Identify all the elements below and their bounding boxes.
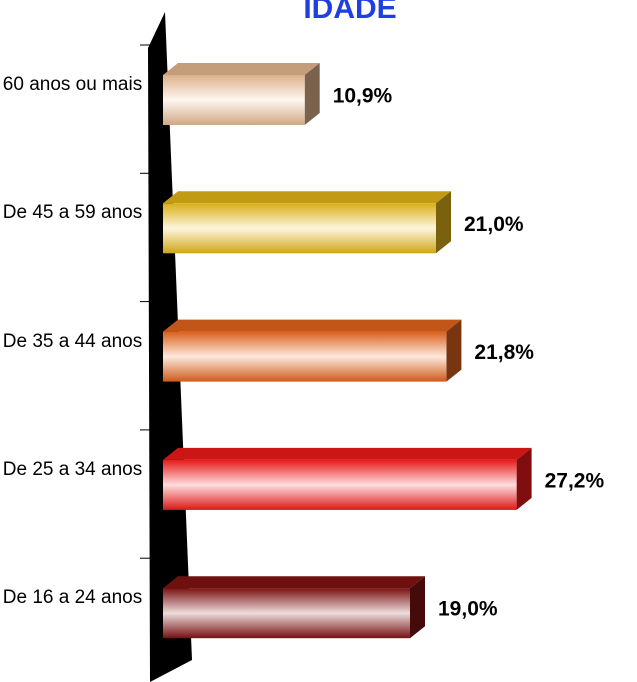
bar xyxy=(163,331,447,382)
bar-side xyxy=(410,576,425,639)
bar xyxy=(163,203,436,254)
value-label: 21,0% xyxy=(464,213,524,236)
bar-top xyxy=(163,191,451,204)
bar xyxy=(163,588,410,639)
bar-side xyxy=(304,63,320,125)
value-label: 10,9% xyxy=(333,85,393,108)
chart-title: IDADE xyxy=(303,0,396,25)
category-label: De 35 a 44 anos xyxy=(2,330,143,352)
bar-top xyxy=(163,576,425,589)
bar xyxy=(163,75,305,125)
bar-top xyxy=(163,319,462,332)
bar-side xyxy=(446,319,462,382)
bar xyxy=(163,459,517,510)
bar-top xyxy=(163,63,320,75)
value-label: 27,2% xyxy=(545,469,605,492)
value-label: 19,0% xyxy=(438,598,498,621)
bar-side xyxy=(436,191,451,254)
value-label: 21,8% xyxy=(474,341,534,364)
bar-top xyxy=(163,447,532,460)
category-label: De 45 a 59 anos xyxy=(2,202,143,224)
category-label: De 25 a 34 anos xyxy=(2,458,143,480)
category-label: De 16 a 24 anos xyxy=(2,587,143,609)
bar-side xyxy=(516,447,532,510)
category-label: 60 anos ou mais xyxy=(2,74,143,95)
